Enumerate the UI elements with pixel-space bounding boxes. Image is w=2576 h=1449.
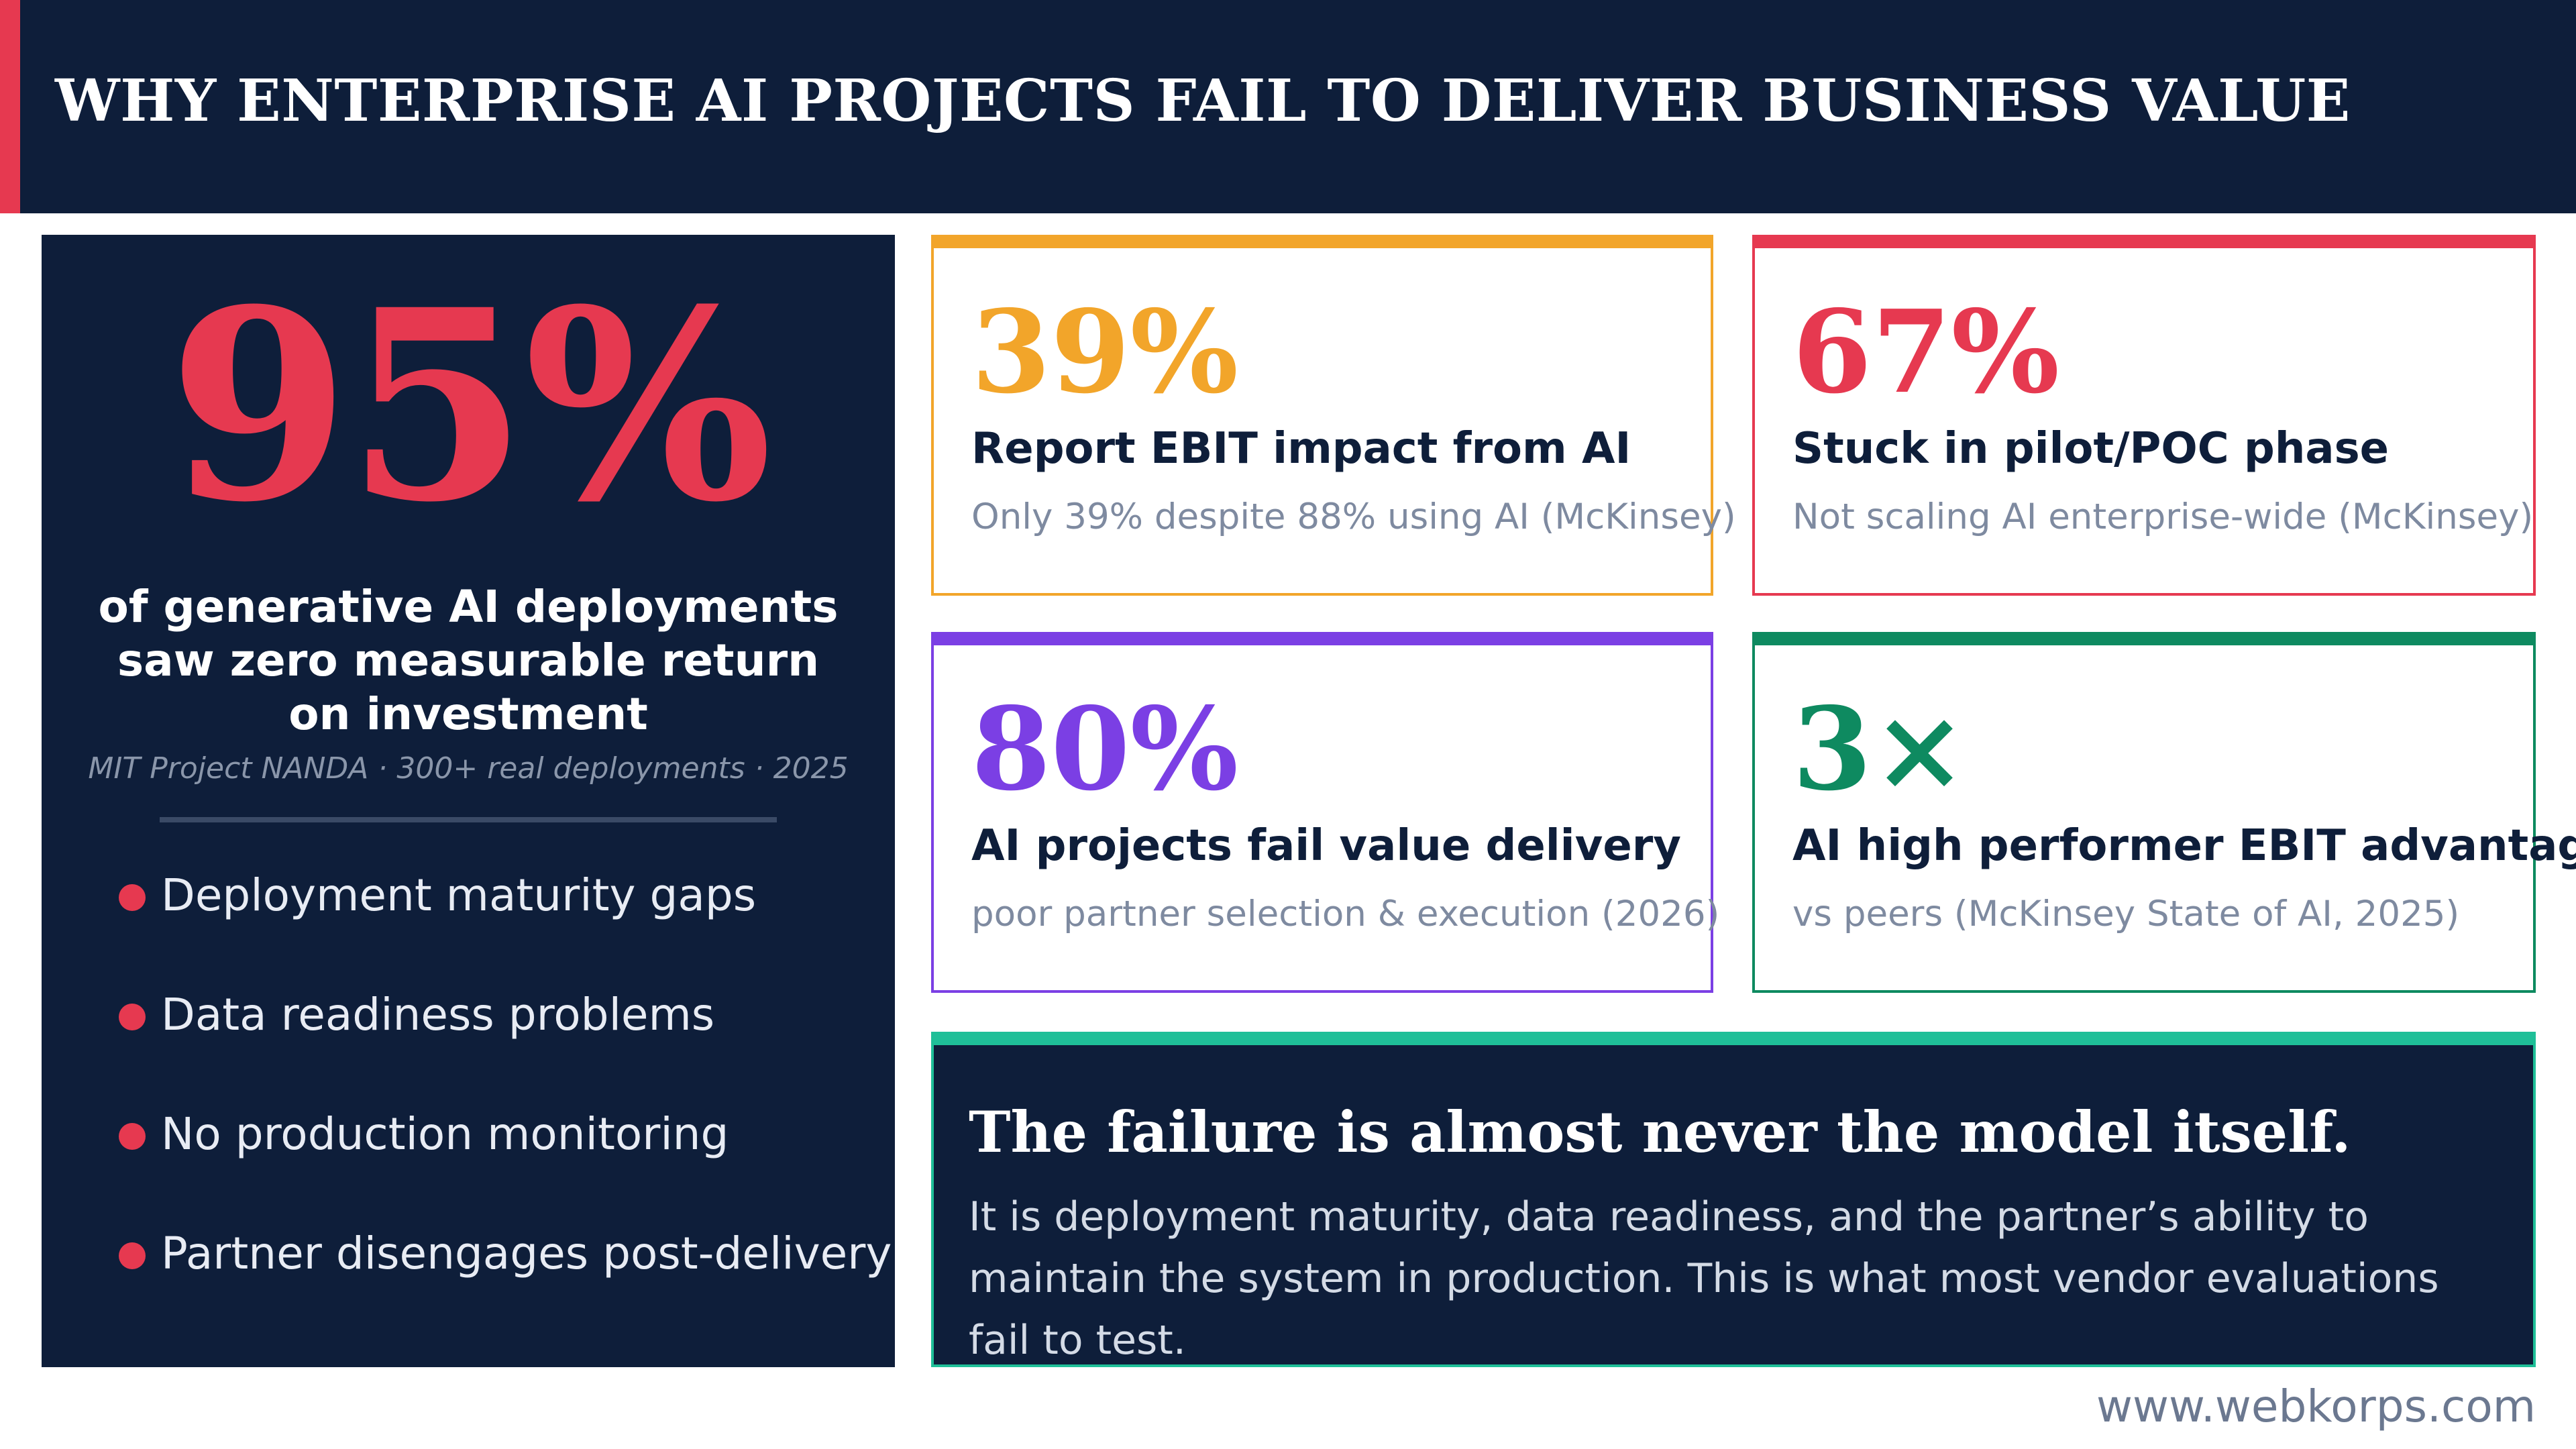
stat-card-high-performer: 3× AI high performer EBIT advantage vs p…	[1752, 632, 2576, 993]
key-insight-title: The failure is almost never the model it…	[969, 1099, 2351, 1165]
header-banner: WHY ENTERPRISE AI PROJECTS FAIL TO DELIV…	[0, 0, 2576, 213]
bullet-dot-icon	[119, 1242, 146, 1269]
stat-card-source: vs peers (McKinsey State of AI, 2025)	[1792, 894, 2460, 934]
stat-card-ebit-impact: 39% Report EBIT impact from AI Only 39% …	[931, 235, 1736, 596]
stat-card-source: poor partner selection & execution (2026…	[971, 894, 1720, 934]
bullet-dot-icon	[119, 1004, 146, 1030]
bullet-dot-icon	[119, 884, 146, 911]
headline-stat-source: MIT Project NANDA · 300+ real deployment…	[88, 751, 849, 786]
page-title: WHY ENTERPRISE AI PROJECTS FAIL TO DELIV…	[55, 67, 2351, 135]
headline-stat-description: of generative AI deployments saw zero me…	[98, 581, 839, 740]
list-item-label: Deployment maturity gaps	[161, 869, 757, 921]
stat-card-source: Not scaling AI enterprise-wide (McKinsey…	[1792, 496, 2534, 537]
footer-website-url: www.webkorps.com	[2096, 1381, 2536, 1432]
key-insight-description: It is deployment maturity, data readines…	[969, 1193, 2439, 1364]
bullet-dot-icon	[119, 1123, 146, 1150]
stat-card-pilot-phase: 67% Stuck in pilot/POC phase Not scaling…	[1752, 235, 2536, 596]
list-item-label: No production monitoring	[161, 1108, 729, 1160]
stat-card-label: AI projects fail value delivery	[971, 821, 1681, 871]
stat-card-label: Stuck in pilot/POC phase	[1792, 424, 2390, 474]
stat-card-value: 39%	[971, 285, 1239, 419]
panel-divider	[160, 817, 777, 822]
stat-card-label: Report EBIT impact from AI	[971, 424, 1631, 474]
stat-card-source: Only 39% despite 88% using AI (McKinsey)	[971, 496, 1736, 537]
key-insight-panel: The failure is almost never the model it…	[931, 1032, 2536, 1367]
stat-card-value: 67%	[1792, 285, 2060, 419]
headline-stat-value: 95%	[168, 252, 772, 559]
stat-card-value: 80%	[971, 682, 1239, 816]
header-accent-bar	[0, 0, 20, 213]
list-item-label: Partner disengages post-delivery	[161, 1228, 892, 1279]
stat-card-value-delivery: 80% AI projects fail value delivery poor…	[931, 632, 1719, 993]
list-item-label: Data readiness problems	[161, 989, 715, 1040]
stat-card-label: AI high performer EBIT advantage	[1792, 821, 2576, 871]
stat-card-value: 3×	[1792, 682, 1968, 816]
headline-stat-panel: 95% of generative AI deployments saw zer…	[42, 235, 895, 1367]
